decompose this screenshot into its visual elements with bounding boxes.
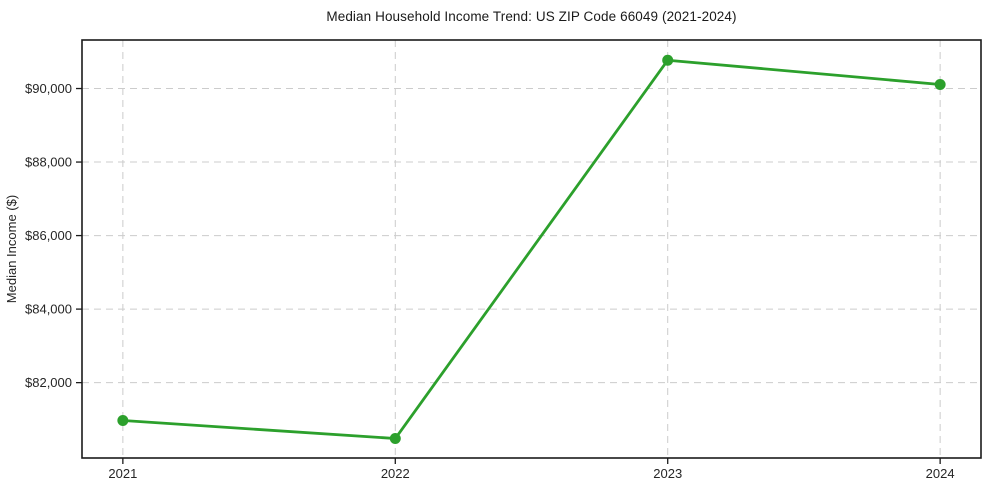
x-tick-label: 2022 <box>381 466 410 481</box>
y-tick-label: $86,000 <box>25 228 72 243</box>
y-tick-label: $84,000 <box>25 302 72 317</box>
x-tick-label: 2023 <box>653 466 682 481</box>
y-tick-label: $90,000 <box>25 81 72 96</box>
x-tick-label: 2024 <box>926 466 955 481</box>
y-tick-label: $88,000 <box>25 155 72 170</box>
y-axis-label: Median Income ($) <box>4 195 19 303</box>
data-point-2021 <box>117 415 129 427</box>
y-tick-label: $82,000 <box>25 375 72 390</box>
x-tick-label: 2021 <box>108 466 137 481</box>
trend-line <box>121 58 942 440</box>
chart-title: Median Household Income Trend: US ZIP Co… <box>326 9 737 24</box>
plot-border <box>81 39 982 459</box>
data-point-2022 <box>389 433 401 445</box>
data-point-2023 <box>662 54 674 66</box>
data-point-2024 <box>934 78 946 90</box>
